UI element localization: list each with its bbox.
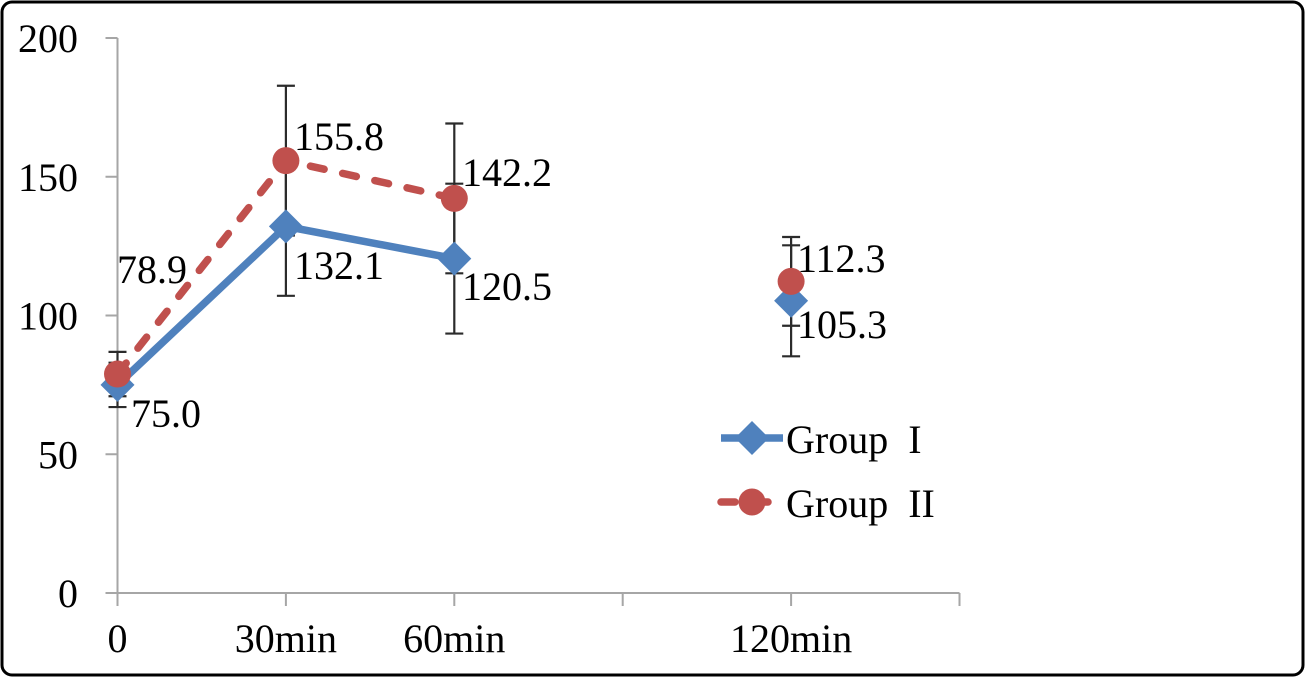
- data-label: 112.3: [797, 236, 886, 281]
- series-marker-group-ii: [272, 147, 300, 175]
- x-tick-label: 60min: [403, 616, 505, 661]
- series-marker-group-ii: [104, 360, 131, 388]
- series-marker-group-ii: [777, 267, 805, 295]
- y-tick-label: 100: [18, 294, 78, 339]
- y-tick-label: 150: [18, 155, 78, 200]
- x-tick-label: 0: [108, 616, 128, 661]
- legend-marker-group-i: [735, 421, 769, 455]
- series-marker-group-i: [437, 241, 472, 276]
- x-tick-label: 120min: [730, 616, 852, 661]
- data-label: 132.1: [294, 243, 384, 288]
- legend-marker-group-ii: [738, 488, 766, 516]
- data-label: 142.2: [462, 150, 552, 195]
- data-label: 78.9: [117, 247, 187, 292]
- legend-label-group-i: Group I: [786, 417, 922, 462]
- legend-label-group-ii: Group II: [786, 481, 935, 526]
- series-marker-group-ii: [440, 184, 468, 212]
- data-label: 155.8: [294, 114, 384, 159]
- data-label: 120.5: [462, 264, 552, 309]
- y-tick-label: 50: [38, 432, 78, 477]
- y-tick-label: 0: [58, 571, 78, 616]
- x-tick-label: 30min: [235, 616, 337, 661]
- data-label: 105.3: [797, 302, 887, 347]
- series-marker-group-i: [774, 283, 809, 318]
- series-marker-group-i: [268, 209, 303, 244]
- data-label: 75.0: [131, 391, 201, 436]
- y-tick-label: 200: [18, 16, 78, 61]
